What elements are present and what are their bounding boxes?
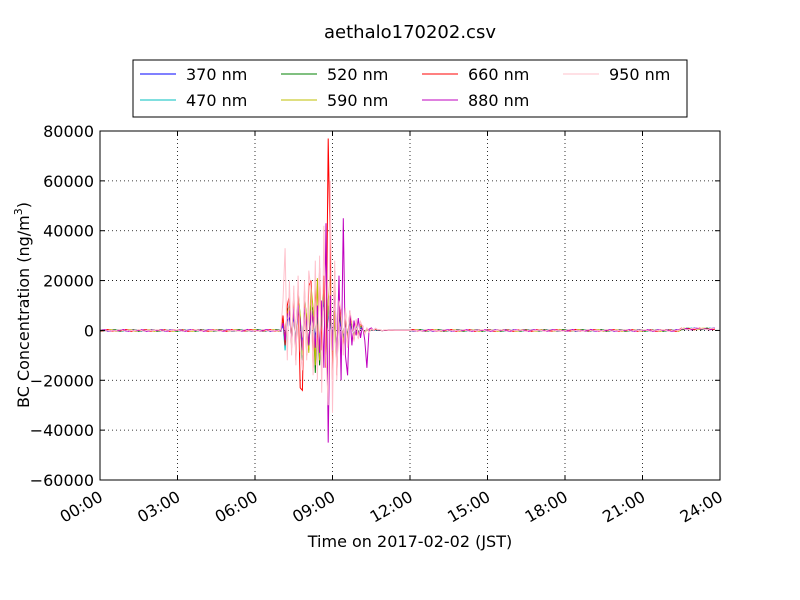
legend-box — [132, 59, 688, 118]
chart-title: aethalo170202.csv — [324, 22, 496, 43]
y-tick-label: −60000 — [30, 471, 94, 490]
legend-item: 590 nm — [281, 91, 388, 110]
legend-label: 370 nm — [186, 65, 247, 84]
x-tick-label: 03:00 — [134, 487, 183, 527]
y-tick-label: 60000 — [43, 172, 94, 191]
x-tick-label: 21:00 — [599, 487, 648, 527]
legend-label: 880 nm — [468, 91, 529, 110]
y-tick-label: 20000 — [43, 272, 94, 291]
legend-item: 520 nm — [281, 65, 388, 84]
legend-label: 470 nm — [186, 91, 247, 110]
y-tick-label: 40000 — [43, 222, 94, 241]
plot-background — [100, 131, 720, 480]
x-tick-label: 18:00 — [522, 487, 571, 527]
legend-item: 950 nm — [563, 65, 670, 84]
legend-item: 470 nm — [140, 91, 247, 110]
x-tick-label: 06:00 — [212, 487, 261, 527]
legend: 370 nm 470 nm 520 nm 590 nm 660 nm 880 nm 950 … — [132, 59, 688, 118]
y-tick-label: 80000 — [43, 122, 94, 141]
plot-area: 800006000040000200000−20000−40000−60000 … — [30, 122, 726, 527]
y-tick-label: −20000 — [30, 371, 94, 390]
series-line-950-nm — [99, 180, 715, 413]
legend-label: 950 nm — [609, 65, 670, 84]
x-tick-label: 24:00 — [677, 487, 726, 527]
legend-label: 660 nm — [468, 65, 529, 84]
y-axis: 80000 60000 40000 20000 0 −20000 −40000 −60000 — [30, 122, 720, 490]
series-lines — [99, 138, 716, 443]
x-tick-label: 12:00 — [367, 487, 416, 527]
legend-item: 370 nm — [140, 65, 247, 84]
x-tick-label: 00:00 — [57, 487, 106, 527]
legend-label: 520 nm — [327, 65, 388, 84]
y-tick-label: −40000 — [30, 421, 94, 440]
y-tick-label: 0 — [84, 321, 94, 340]
y-axis-label-close: ) — [14, 202, 33, 208]
legend-item: 660 nm — [422, 65, 529, 84]
y-axis-label: BC Concentration (ng/m3) — [12, 202, 33, 408]
legend-item: 880 nm — [422, 91, 529, 110]
legend-label: 590 nm — [327, 91, 388, 110]
x-axis-label: Time on 2017-02-02 (JST) — [307, 532, 512, 551]
y-axis-label-main: BC Concentration (ng/m — [14, 215, 33, 408]
x-tick-label: 15:00 — [444, 487, 493, 527]
x-tick-label: 09:00 — [289, 487, 338, 527]
y-axis-label-sup: 3 — [12, 208, 25, 215]
